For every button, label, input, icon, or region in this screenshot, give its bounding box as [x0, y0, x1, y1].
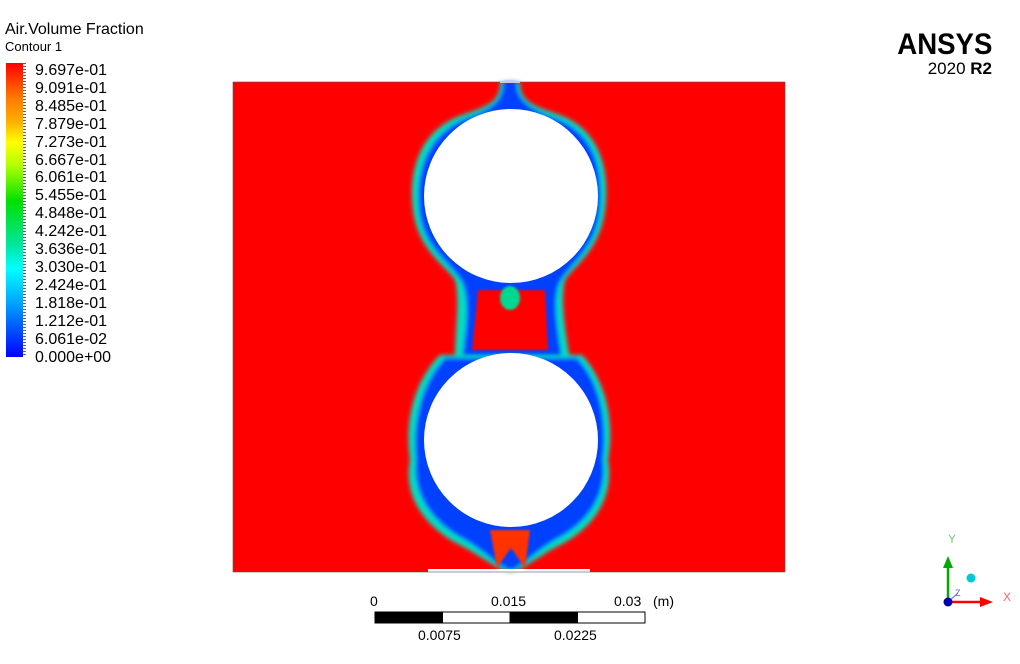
scale-label-0075: 0.0075	[418, 627, 461, 643]
cylinder-bottom	[424, 353, 598, 527]
contour-plot	[232, 81, 786, 573]
scale-label-03: 0.03	[614, 593, 642, 609]
legend-label: 1.818e-01	[35, 294, 108, 312]
legend-label: 4.848e-01	[35, 205, 108, 223]
scale-label-0: 0	[370, 593, 378, 609]
legend-label: 7.879e-01	[35, 115, 108, 133]
scale-label-0225: 0.0225	[554, 627, 597, 643]
legend-label: 9.091e-01	[35, 79, 108, 97]
legend-label: 6.667e-01	[35, 151, 108, 169]
legend-label: 8.485e-01	[35, 97, 108, 115]
color-legend-bar	[6, 63, 23, 357]
legend-label: 4.242e-01	[35, 223, 108, 241]
axis-x-label: X	[1003, 590, 1012, 604]
scale-label-015: 0.015	[491, 593, 527, 609]
droplet	[500, 286, 520, 310]
bottom-wake	[490, 530, 530, 568]
logo-brand: ANSYS	[896, 28, 992, 61]
scale-unit: (m)	[653, 593, 674, 609]
legend-ticks	[23, 63, 26, 357]
axes-triad	[943, 556, 993, 607]
scale-bar	[374, 611, 646, 624]
outlet-gap	[428, 569, 590, 573]
legend-label: 5.455e-01	[35, 187, 108, 205]
contour-name: Contour 1	[5, 39, 63, 54]
legend-label: 3.636e-01	[35, 241, 108, 259]
legend-label: 6.061e-01	[35, 169, 108, 187]
legend-label: 9.697e-01	[35, 62, 108, 79]
axis-z-label: Z	[955, 588, 961, 598]
cylinder-top	[424, 109, 598, 283]
legend-label: 1.212e-01	[35, 312, 108, 330]
ansys-logo: ANSYS 2020 R2	[889, 30, 992, 78]
domain-outline	[232, 81, 786, 573]
axis-y-label: Y	[948, 532, 957, 546]
gap-region	[472, 290, 548, 350]
logo-version: 2020	[927, 59, 966, 78]
legend-label: 0.000e+00	[35, 348, 112, 366]
variable-title: Air.Volume Fraction	[5, 21, 144, 38]
legend-label: 7.273e-01	[35, 133, 108, 151]
legend-label: 2.424e-01	[35, 276, 108, 294]
legend-labels: 9.697e-01 9.091e-01 8.485e-01 7.879e-01 …	[35, 62, 111, 366]
logo-release: R2	[970, 59, 992, 78]
legend-label: 3.030e-01	[35, 258, 108, 276]
legend-label: 6.061e-02	[35, 330, 108, 348]
